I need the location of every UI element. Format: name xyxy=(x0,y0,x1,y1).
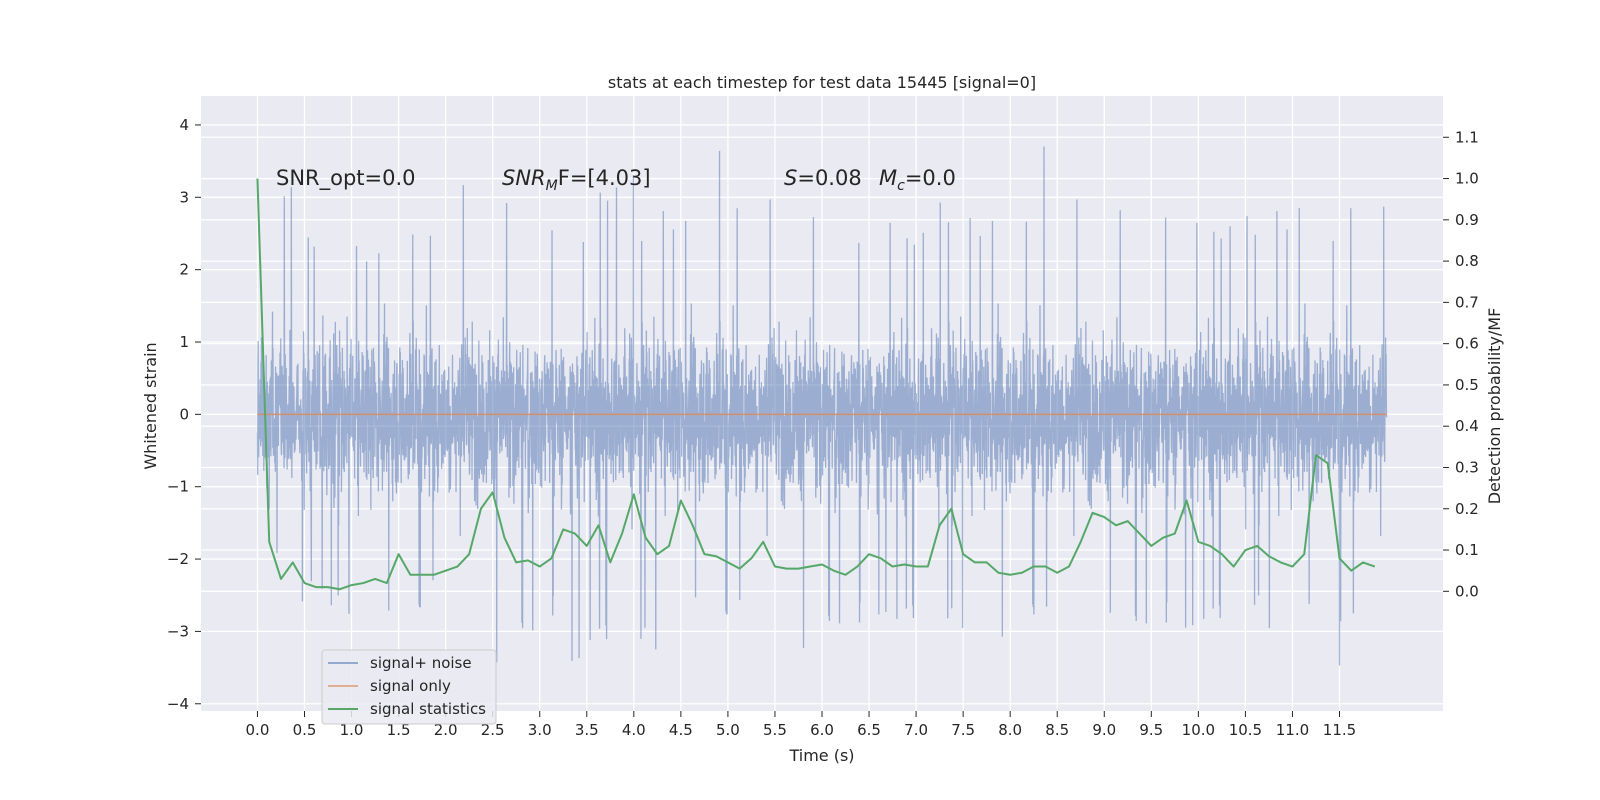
annotation-mc-value: =0.0 xyxy=(905,166,956,190)
x-tick-label: 5.5 xyxy=(763,721,787,739)
x-axis-label: Time (s) xyxy=(788,746,854,765)
series-signal-statistics xyxy=(256,178,1376,591)
x-tick-label: 11.5 xyxy=(1323,721,1356,739)
x-tick-label: 3.0 xyxy=(528,721,552,739)
x-tick-label: 2.0 xyxy=(434,721,458,739)
x-tick-label: 7.0 xyxy=(904,721,928,739)
y2-tick-label: 0.5 xyxy=(1455,376,1479,394)
axes: 0.0 0.5 1.0 1.5 2.0 2.5 3.0 3.5 4.0 4.5 5.0 5.5 6.0 6… xyxy=(167,116,1479,739)
y-tick-label: −4 xyxy=(167,695,189,713)
x-tick-label: 11.0 xyxy=(1276,721,1309,739)
annotation-mc-symbol: M xyxy=(879,166,897,190)
x-tick-label: 0.5 xyxy=(293,721,317,739)
y-tick-label: −2 xyxy=(167,550,189,568)
annotation-s-value: =0.08 xyxy=(797,166,861,190)
annotation-mc-subscript: c xyxy=(897,178,905,194)
legend-label-signal-only: signal only xyxy=(370,677,451,695)
x-tick-label: 1.5 xyxy=(387,721,411,739)
annotation-snr-opt: SNR_opt=0.0 xyxy=(276,166,416,191)
x-tick-label: 6.5 xyxy=(857,721,881,739)
data-layer xyxy=(256,146,1388,666)
annotation-snr-mf-symbol: SNR xyxy=(502,166,546,190)
annotation-snr-mf: SNRMF=[4.03] xyxy=(502,166,651,194)
series-signal-noise xyxy=(256,146,1388,666)
y2-tick-label: 0.6 xyxy=(1455,335,1479,353)
chart-title: stats at each timestep for test data 154… xyxy=(608,73,1036,92)
x-tick-label: 8.0 xyxy=(998,721,1022,739)
y-axis-label: Whitened strain xyxy=(141,342,160,469)
y-tick-label: 2 xyxy=(179,261,189,279)
x-tick-label: 8.5 xyxy=(1045,721,1069,739)
legend-label-signal-noise: signal+ noise xyxy=(370,654,472,672)
x-tick-label: 9.0 xyxy=(1092,721,1116,739)
y-tick-label: −1 xyxy=(167,478,189,496)
y2-tick-label: 0.2 xyxy=(1455,500,1479,518)
y-tick-label: 0 xyxy=(179,405,189,423)
x-tick-label: 2.5 xyxy=(481,721,505,739)
y-tick-label: −3 xyxy=(167,622,189,640)
x-tick-label: 1.0 xyxy=(340,721,364,739)
x-tick-label: 0.0 xyxy=(246,721,270,739)
y-tick-label: 3 xyxy=(179,188,189,206)
x-tick-label: 9.5 xyxy=(1139,721,1163,739)
legend-box xyxy=(321,649,497,725)
x-tick-label: 4.5 xyxy=(669,721,693,739)
x-tick-label: 7.5 xyxy=(951,721,975,739)
y2-tick-label: 1.1 xyxy=(1455,128,1479,146)
y2-axis-label: Detection probability/MF xyxy=(1485,308,1504,505)
y2-tick-label: 0.0 xyxy=(1455,582,1479,600)
x-tick-label: 3.5 xyxy=(575,721,599,739)
x-tick-label: 5.0 xyxy=(716,721,740,739)
annotation-snr-mf-value: F=[4.03] xyxy=(558,166,651,190)
y2-tick-label: 0.8 xyxy=(1455,252,1479,270)
annotations: SNR_opt=0.0 SNRMF=[4.03] S=0.08 Mc=0.0 xyxy=(276,166,956,194)
x-tick-label: 4.0 xyxy=(622,721,646,739)
y2-tick-label: 0.3 xyxy=(1455,458,1479,476)
legend: signal+ noise signal only signal statist… xyxy=(321,649,497,725)
y2-tick-label: 0.7 xyxy=(1455,293,1479,311)
x-tick-label: 10.5 xyxy=(1229,721,1262,739)
y-tick-label: 4 xyxy=(179,116,189,134)
x-tick-label: 10.0 xyxy=(1182,721,1215,739)
legend-label-signal-statistics: signal statistics xyxy=(370,700,486,718)
y2-tick-label: 1.0 xyxy=(1455,170,1479,188)
x-tick-label: 6.0 xyxy=(810,721,834,739)
annotation-snr-mf-subscript: M xyxy=(546,178,558,194)
y2-tick-label: 0.9 xyxy=(1455,211,1479,229)
annotation-mc: Mc=0.0 xyxy=(879,166,956,194)
y-tick-label: 1 xyxy=(179,333,189,351)
y2-tick-label: 0.1 xyxy=(1455,541,1479,559)
annotation-s-symbol: S xyxy=(784,166,797,190)
annotation-s: S=0.08 xyxy=(784,166,862,190)
y2-tick-label: 0.4 xyxy=(1455,417,1479,435)
